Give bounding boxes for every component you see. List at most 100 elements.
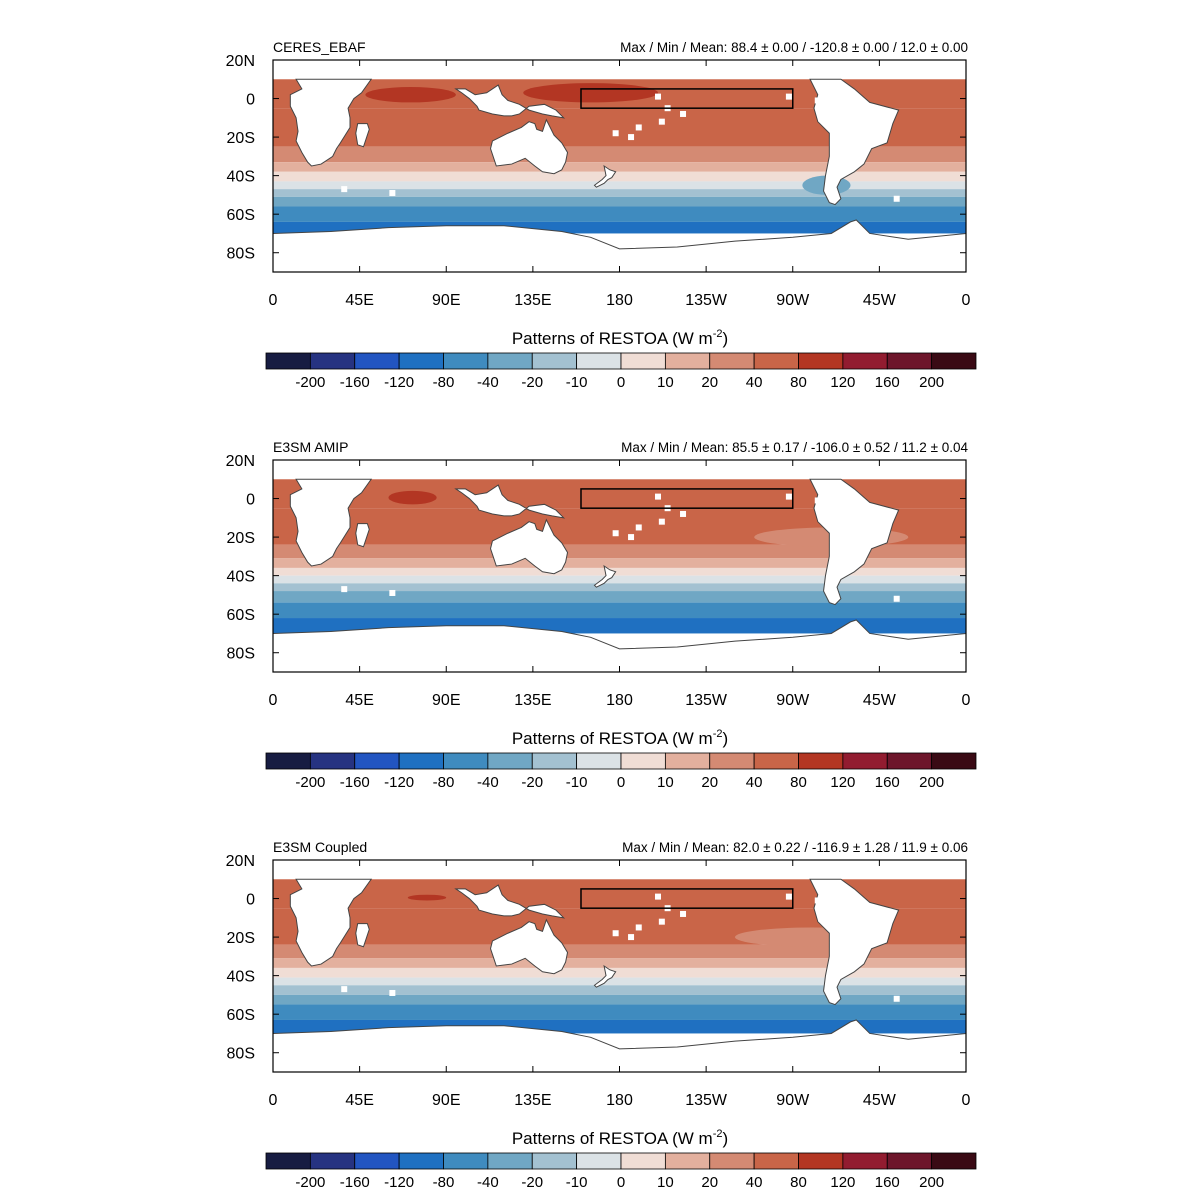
y-tick-label: 80S [227, 646, 255, 663]
colorbar-tick-label: -200 [295, 1174, 325, 1191]
island-mask [658, 118, 665, 125]
indonesia-landmass [454, 484, 566, 519]
island-mask [680, 910, 687, 917]
colorbar-swatch [798, 352, 844, 370]
colorbar-unit-exponent: -2 [713, 728, 723, 740]
x-tick-label: 90W [776, 1092, 810, 1109]
y-tick-label: 20S [227, 930, 255, 947]
colorbar-label-close: ) [723, 1129, 729, 1148]
colorbar-tick-label: -80 [433, 774, 455, 791]
island-mask [612, 530, 619, 537]
colorbar-swatch [620, 352, 666, 370]
x-tick-label: 0 [962, 1092, 971, 1109]
x-tick-label: 45W [863, 292, 897, 309]
x-tick-label: 135E [514, 292, 551, 309]
island-mask [389, 989, 396, 996]
y-tick-label: 60S [227, 1007, 255, 1024]
colorbar-label-close: ) [723, 729, 729, 748]
colorbar-swatch [576, 752, 622, 770]
colorbar-swatch [842, 352, 888, 370]
x-axis: 0 45E 90E 135E 180 135W 90W 45W 0 [269, 460, 971, 709]
band-20to40 [273, 944, 966, 959]
y-tick-label: 20N [226, 853, 255, 870]
x-axis: 0 45E 90E 135E 180 135W 90W 45W 0 [269, 860, 971, 1109]
x-tick-label: 90E [432, 1092, 460, 1109]
x-tick-label: 45W [863, 692, 897, 709]
band-0to10 [273, 171, 966, 182]
island-mask [497, 899, 504, 906]
x-tick-label: 135E [514, 1092, 551, 1109]
colorbar-tick-label: 200 [919, 374, 944, 391]
panel-title: E3SM AMIP [273, 439, 348, 455]
indonesia-landmass [454, 884, 566, 919]
band--80to-40 [273, 1004, 966, 1020]
colorbar-swatch [487, 1152, 533, 1170]
colorbar-swatch [265, 752, 311, 770]
y-tick-label: 80S [227, 1046, 255, 1063]
africa-landmass [289, 78, 373, 167]
colorbar-tick-label: 80 [790, 774, 807, 791]
region-box [580, 88, 794, 109]
band--40to-20 [273, 591, 966, 603]
antarctica-landmass [273, 1019, 966, 1072]
colorbar-unit-exponent: -2 [713, 1128, 723, 1140]
australia-landmass [490, 118, 569, 175]
colorbar-swatch [886, 752, 933, 770]
colorbar-swatch [443, 1152, 489, 1170]
y-tick-label: 60S [227, 207, 255, 224]
colorbar-tick-label: -40 [477, 1174, 499, 1191]
band-0to10 [273, 967, 966, 978]
panel-ceres-ebaf: CERES_EBAF Max / Min / Mean: 88.4 ± 0.00… [226, 39, 977, 391]
colorbar-swatch [842, 1152, 888, 1170]
colorbar-tick-label: 20 [701, 774, 718, 791]
indonesia-landmass [454, 84, 566, 119]
anomaly-patch [407, 894, 447, 901]
colorbar-tick-label: -10 [566, 1174, 588, 1191]
island-mask [341, 986, 348, 993]
colorbar-swatch [487, 352, 533, 370]
colorbar-tick-label: 10 [657, 1174, 674, 1191]
x-tick-label: 0 [962, 292, 971, 309]
band-20to40 [273, 146, 966, 163]
colorbar-label: Patterns of RESTOA (W m [512, 329, 713, 348]
colorbar: -200 -160 -120 -80 -40 -20 -10 0 10 20 40 80 120 160 2… [265, 752, 977, 791]
colorbar-swatch [886, 1152, 933, 1170]
colorbar-tick-label: -10 [566, 374, 588, 391]
x-tick-label: 0 [962, 692, 971, 709]
panel-e3sm-amip: E3SM AMIP Max / Min / Mean: 85.5 ± 0.17 … [226, 439, 977, 791]
anomaly-patch [365, 86, 456, 103]
colorbar-tick-label: 160 [875, 1174, 900, 1191]
colorbar-tick-label: -200 [295, 374, 325, 391]
colorbar-tick-label: -10 [566, 774, 588, 791]
colorbar-tick-label: -160 [340, 1174, 370, 1191]
madagascar-landmass [355, 923, 370, 948]
land-mask [273, 78, 966, 272]
colorbar-tick-label: -40 [477, 774, 499, 791]
island-mask [893, 995, 900, 1002]
colorbar-swatch [531, 752, 578, 770]
y-axis: 20N 0 20S 40S 60S 80S [226, 853, 966, 1063]
newzealand-landmass [593, 164, 617, 188]
y-tick-label: 0 [246, 92, 255, 109]
africa-landmass [289, 478, 373, 567]
colorbar-tick-label: 80 [790, 374, 807, 391]
colorbar-swatch [886, 352, 933, 370]
australia-landmass [490, 918, 569, 975]
colorbar-label: Patterns of RESTOA (W m [512, 729, 713, 748]
colorbar-swatch [753, 752, 799, 770]
y-tick-label: 60S [227, 607, 255, 624]
colorbar-swatch [531, 352, 578, 370]
y-tick-label: 0 [246, 492, 255, 509]
colorbar-tick-label: 0 [617, 774, 625, 791]
band--40to-20 [273, 994, 966, 1005]
colorbar-tick-label: 200 [919, 774, 944, 791]
panel-title: CERES_EBAF [273, 39, 366, 55]
colorbar-tick-label: 40 [746, 1174, 763, 1191]
colorbar-label: Patterns of RESTOA (W m [512, 1129, 713, 1148]
island-mask [814, 97, 821, 104]
island-mask [680, 510, 687, 517]
island-mask [785, 893, 792, 900]
colorbar-tick-label: 120 [830, 1174, 855, 1191]
colorbar-swatch [265, 352, 311, 370]
colorbar-swatch [531, 1152, 578, 1170]
